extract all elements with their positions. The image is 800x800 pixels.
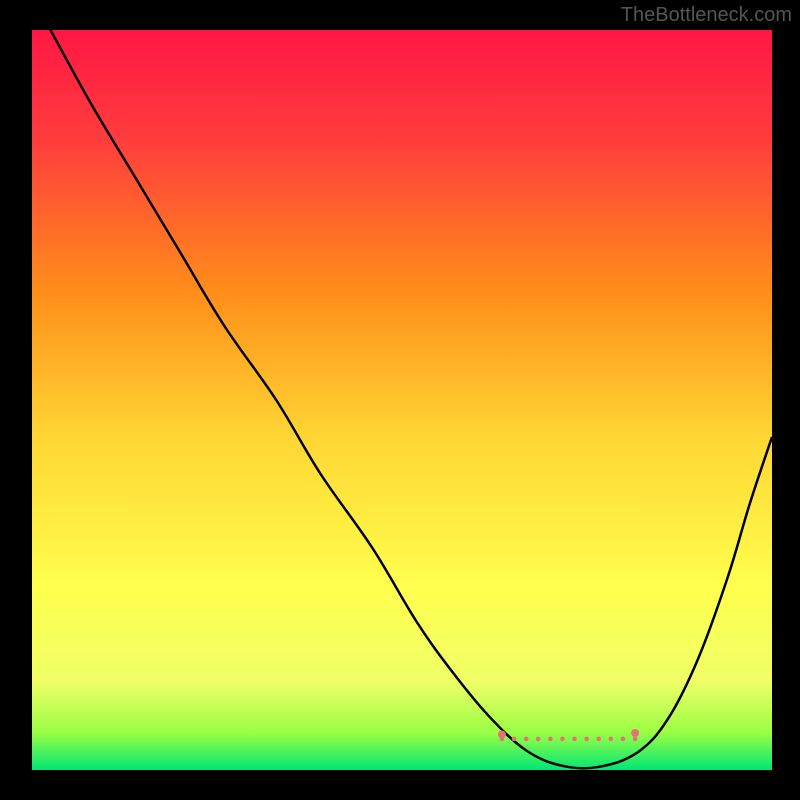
valley-dot — [609, 737, 614, 742]
valley-dot — [500, 737, 505, 742]
watermark-text: TheBottleneck.com — [621, 4, 792, 27]
plot-area — [32, 30, 772, 770]
valley-dot — [560, 737, 565, 742]
valley-dot — [584, 737, 589, 742]
chart-svg — [32, 30, 772, 770]
valley-dot — [572, 737, 577, 742]
valley-dot — [536, 737, 541, 742]
valley-dot — [596, 737, 601, 742]
valley-dot — [548, 737, 553, 742]
valley-endpoint-right — [631, 729, 639, 737]
valley-dot — [633, 737, 638, 742]
gradient-background — [32, 30, 772, 770]
valley-dot — [621, 737, 626, 742]
valley-dot — [524, 737, 529, 742]
valley-dot — [512, 737, 517, 742]
